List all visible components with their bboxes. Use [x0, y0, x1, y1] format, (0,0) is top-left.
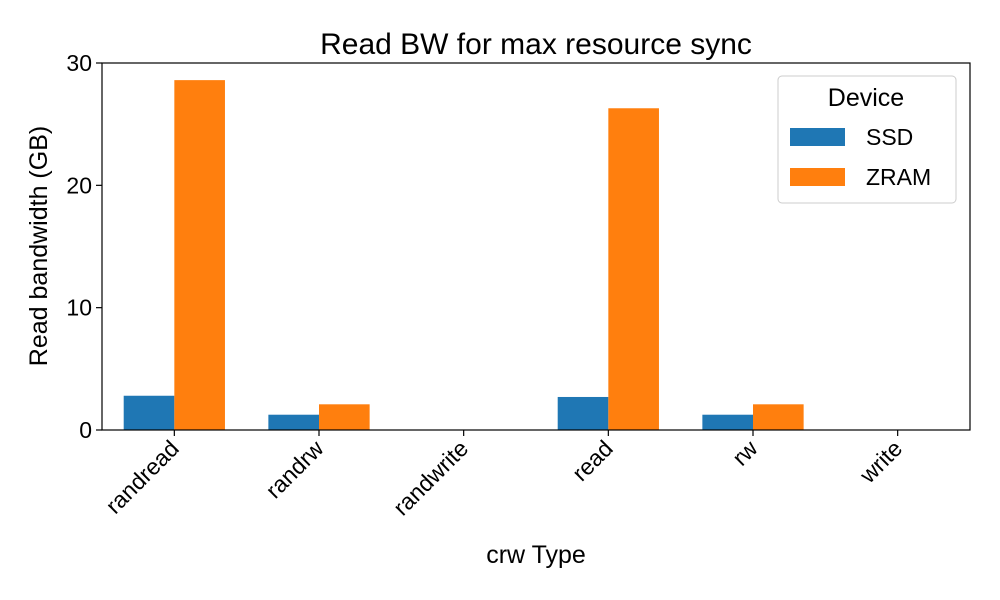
bar-ssd-rw: [702, 415, 753, 430]
y-tick-label-30: 30: [66, 50, 92, 76]
legend-label-zram: ZRAM: [866, 164, 931, 190]
legend: Device SSD ZRAM: [778, 76, 956, 203]
y-axis-ticks: 0 10 20 30: [66, 50, 102, 443]
y-tick-label-20: 20: [66, 172, 92, 198]
bar-ssd-randrw: [268, 415, 319, 430]
x-tick-label-randread: randread: [100, 435, 183, 518]
x-tick-label-read: read: [567, 435, 618, 486]
x-tick-label-randwrite: randwrite: [388, 435, 473, 520]
x-tick-label-write: write: [854, 435, 907, 488]
chart-title: Read BW for max resource sync: [320, 28, 752, 61]
bars-group: [124, 80, 804, 430]
bar-zram-read: [608, 108, 659, 430]
legend-swatch-ssd: [790, 128, 845, 146]
bar-zram-rw: [753, 404, 804, 430]
legend-label-ssd: SSD: [866, 124, 913, 150]
y-tick-label-0: 0: [79, 417, 92, 443]
bar-ssd-randread: [124, 396, 175, 430]
x-tick-label-randrw: randrw: [260, 435, 328, 503]
bar-ssd-read: [558, 397, 609, 430]
x-axis-ticks: randread randrw randwrite read rw write: [100, 430, 907, 520]
y-axis-label: Read bandwidth (GB): [25, 126, 53, 366]
legend-swatch-zram: [790, 168, 845, 186]
bar-zram-randrw: [319, 404, 370, 430]
legend-title: Device: [828, 84, 904, 112]
y-tick-label-10: 10: [66, 295, 92, 321]
x-axis-label: crw Type: [486, 541, 586, 569]
bar-zram-randread: [174, 80, 225, 430]
x-tick-label-rw: rw: [727, 435, 763, 471]
